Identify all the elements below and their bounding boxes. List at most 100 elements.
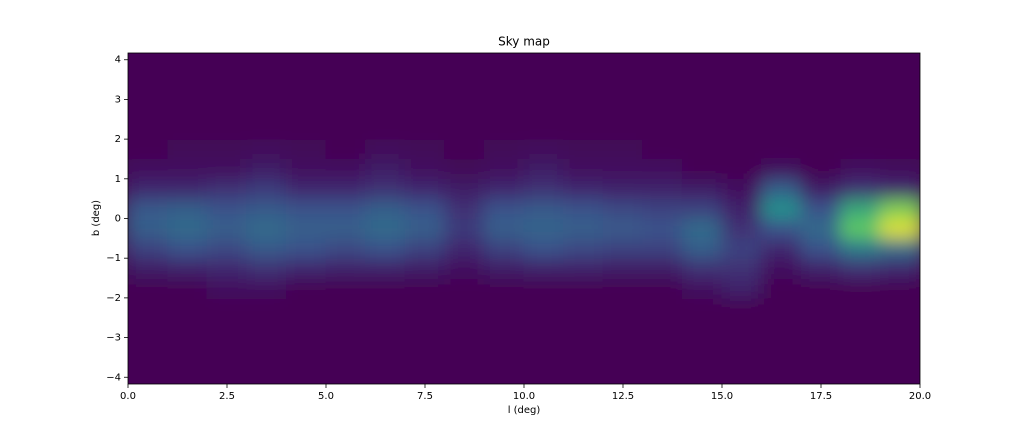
heatmap-cell (444, 178, 485, 200)
heatmap-cell (840, 79, 881, 100)
heatmap-cell (444, 218, 485, 239)
heatmap-cell (681, 98, 723, 120)
heatmap-cell (563, 257, 604, 279)
heatmap-cell (602, 198, 644, 219)
heatmap-cell (128, 79, 169, 100)
heatmap (128, 53, 920, 384)
heatmap-cell (365, 178, 406, 200)
heatmap-cell (602, 237, 644, 259)
heatmap-cell (563, 178, 604, 200)
heatmap-cell (404, 59, 446, 81)
y-tick-label: −1 (106, 253, 121, 264)
heatmap-cell (761, 118, 802, 140)
heatmap-cell (642, 178, 683, 200)
heatmap-cell (840, 59, 881, 81)
heatmap-cell (721, 138, 763, 160)
heatmap-cell (761, 337, 802, 358)
heatmap-cell (523, 257, 565, 279)
heatmap-cell (167, 218, 208, 239)
heatmap-cell (721, 79, 763, 100)
heatmap-cell (246, 158, 287, 180)
heatmap-cell (721, 218, 763, 239)
heatmap-cell (285, 317, 327, 339)
heatmap-cell (365, 138, 406, 160)
heatmap-cell (128, 297, 169, 319)
heatmap-cell (840, 297, 881, 319)
heatmap-cell (681, 138, 723, 160)
heatmap-cell (285, 337, 327, 358)
heatmap-cell (128, 356, 169, 378)
heatmap-cell (721, 277, 763, 299)
heatmap-cell (365, 198, 406, 219)
heatmap-cell (761, 356, 802, 378)
heatmap-cell (246, 317, 287, 339)
heatmap-cell (325, 198, 367, 219)
heatmap-cell (642, 356, 683, 378)
heatmap-cell (167, 59, 208, 81)
heatmap-cell (602, 59, 644, 81)
heatmap-cell (800, 158, 842, 180)
heatmap-cell (404, 138, 446, 160)
heatmap-cell (444, 337, 485, 358)
heatmap-cell (642, 277, 683, 299)
heatmap-cell (206, 158, 248, 180)
x-tick-label: 15.0 (711, 391, 733, 402)
heatmap-cell (523, 118, 565, 140)
heatmap-cell (879, 297, 920, 319)
heatmap-cell (681, 337, 723, 358)
heatmap-cell (167, 118, 208, 140)
heatmap-cell (681, 158, 723, 180)
heatmap-cell (840, 218, 881, 239)
heatmap-cell (681, 198, 723, 219)
heatmap-cell (879, 79, 920, 100)
heatmap-cell (325, 237, 367, 259)
heatmap-cell (285, 257, 327, 279)
heatmap-cell (285, 237, 327, 259)
heatmap-cell (483, 317, 525, 339)
heatmap-cell (483, 118, 525, 140)
heatmap-cell (642, 98, 683, 120)
heatmap-cell (404, 98, 446, 120)
heatmap-cell (404, 337, 446, 358)
heatmap-cell (365, 237, 406, 259)
heatmap-cell (681, 118, 723, 140)
heatmap-cell (602, 218, 644, 239)
heatmap-cell (800, 277, 842, 299)
heatmap-cell (523, 218, 565, 239)
heatmap-cell (879, 59, 920, 81)
heatmap-cell (523, 59, 565, 81)
heatmap-cell (879, 118, 920, 140)
heatmap-cell (365, 337, 406, 358)
heatmap-cell (681, 297, 723, 319)
heatmap-cell (563, 317, 604, 339)
heatmap-cell (285, 297, 327, 319)
heatmap-cell (761, 138, 802, 160)
heatmap-cell (761, 317, 802, 339)
heatmap-cell (167, 277, 208, 299)
heatmap-cell (523, 297, 565, 319)
heatmap-cell (602, 98, 644, 120)
heatmap-cell (523, 158, 565, 180)
heatmap-cell (167, 198, 208, 219)
heatmap-cell (285, 158, 327, 180)
heatmap-cell (483, 59, 525, 81)
heatmap-cell (642, 79, 683, 100)
heatmap-cell (167, 237, 208, 259)
heatmap-cell (602, 356, 644, 378)
heatmap-cell (761, 79, 802, 100)
heatmap-cell (761, 198, 802, 219)
heatmap-cell (681, 277, 723, 299)
heatmap-cell (128, 178, 169, 200)
heatmap-cell (325, 218, 367, 239)
heatmap-cell (800, 317, 842, 339)
heatmap-cell (285, 277, 327, 299)
heatmap-cell (483, 257, 525, 279)
heatmap-cell (404, 198, 446, 219)
heatmap-cell (602, 317, 644, 339)
heatmap-cell (602, 138, 644, 160)
heatmap-cell (483, 237, 525, 259)
heatmap-cell (128, 198, 169, 219)
heatmap-cell (325, 158, 367, 180)
heatmap-cell (444, 356, 485, 378)
